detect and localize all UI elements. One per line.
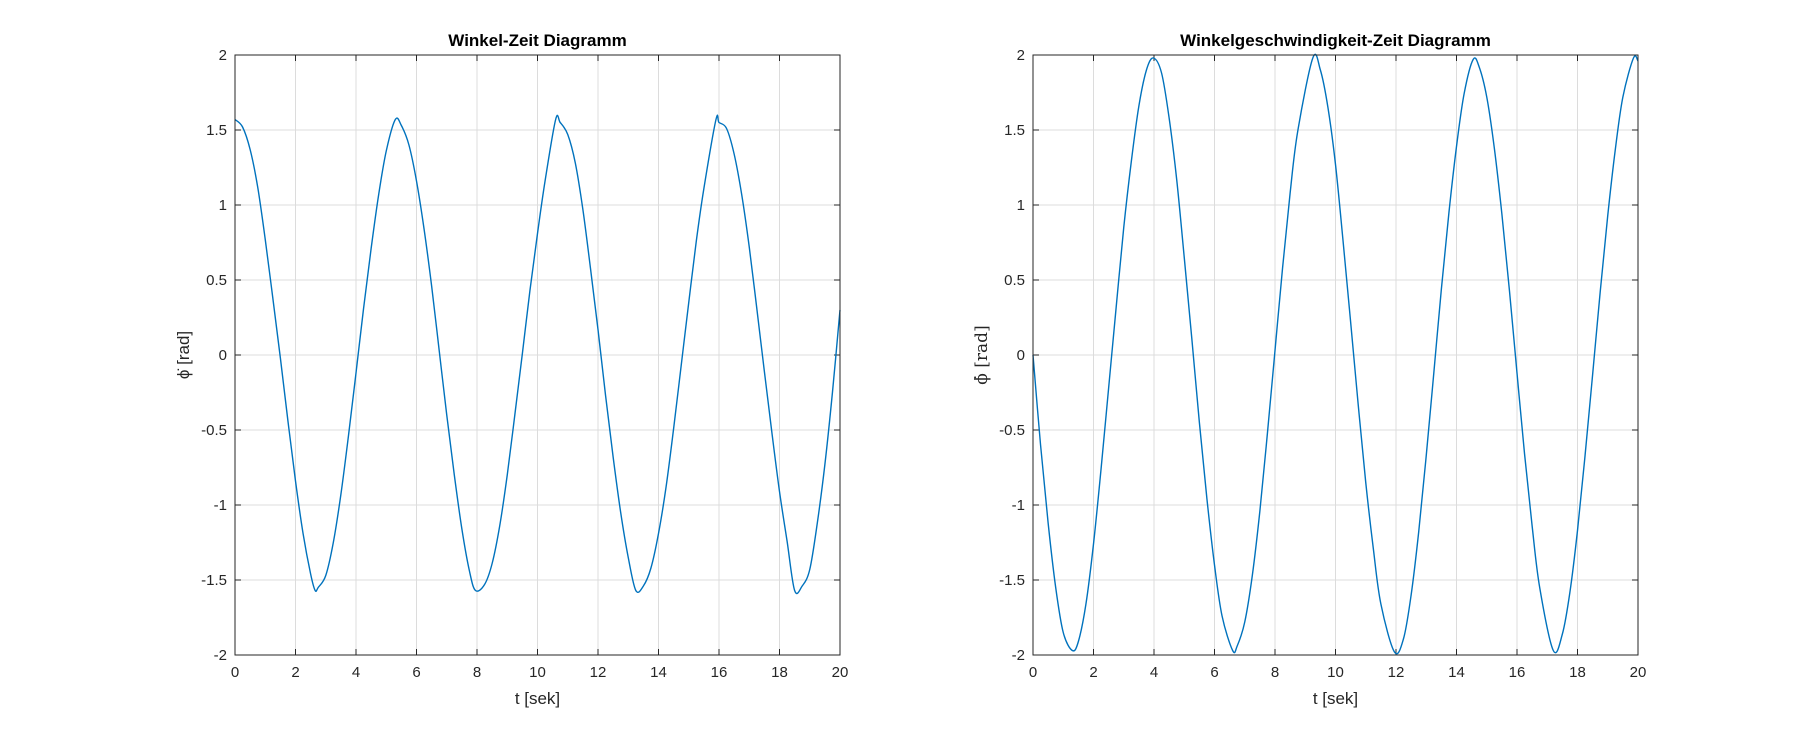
x-tick-label: 14 — [650, 664, 667, 681]
y-tick-label: 1.5 — [206, 122, 227, 139]
chart-title: Winkelgeschwindigkeit-Zeit Diagramm — [1180, 31, 1491, 50]
y-axis-label: ϕ̇ [rad] — [174, 331, 193, 379]
x-tick-label: 14 — [1448, 664, 1465, 681]
x-tick-label: 20 — [1630, 664, 1647, 681]
y-tick-label: -1 — [1012, 497, 1025, 514]
x-tick-label: 12 — [1388, 664, 1405, 681]
y-tick-label: -2 — [1012, 647, 1025, 664]
x-axis-label: t [sek] — [515, 689, 560, 708]
x-tick-label: 16 — [1509, 664, 1526, 681]
y-tick-label: -1.5 — [201, 572, 227, 589]
x-tick-label: 12 — [590, 664, 607, 681]
y-tick-label: 1.5 — [1004, 122, 1025, 139]
y-ticks: -2 -1.5 -1 -0.5 0 0.5 1 1.5 2 — [201, 47, 840, 664]
y-tick-label: -2 — [214, 647, 227, 664]
x-tick-label: 0 — [231, 664, 239, 681]
y-tick-label: 0.5 — [1004, 272, 1025, 289]
axes-box — [234, 54, 841, 656]
y-tick-label: -0.5 — [999, 422, 1025, 439]
y-tick-label: 2 — [219, 47, 227, 64]
y-tick-label: -0.5 — [201, 422, 227, 439]
y-tick-label: -1.5 — [999, 572, 1025, 589]
x-tick-label: 0 — [1029, 664, 1037, 681]
angle-series-line — [234, 114, 841, 595]
x-tick-label: 6 — [1210, 664, 1218, 681]
y-tick-label: 1 — [1017, 197, 1025, 214]
x-tick-label: 16 — [711, 664, 728, 681]
x-tick-label: 2 — [291, 664, 299, 681]
y-tick-label: -1 — [214, 497, 227, 514]
y-tick-label: 0 — [219, 347, 227, 364]
x-tick-label: 4 — [352, 664, 360, 681]
x-ticks: 0 2 4 6 8 10 12 14 16 18 20 — [1029, 55, 1647, 681]
y-axis-label: ϕ̇ [rad] — [972, 325, 992, 384]
x-axis-label: t [sek] — [1313, 689, 1358, 708]
x-tick-label: 8 — [1271, 664, 1279, 681]
x-tick-label: 2 — [1089, 664, 1097, 681]
angular-velocity-series-line — [1032, 53, 1639, 655]
y-tick-label: 1 — [219, 197, 227, 214]
y-tick-label: 0 — [1017, 347, 1025, 364]
x-tick-label: 4 — [1150, 664, 1158, 681]
x-tick-label: 20 — [832, 664, 849, 681]
y-tick-label: 2 — [1017, 47, 1025, 64]
x-tick-label: 6 — [412, 664, 420, 681]
y-tick-label: 0.5 — [206, 272, 227, 289]
chart-title: Winkel-Zeit Diagramm — [448, 31, 626, 50]
subplot-angular-velocity: 0 2 4 6 8 10 12 14 16 18 20 -2-1.5-1-0.500.511.52 … — [972, 31, 1646, 708]
axes-box — [1032, 54, 1639, 656]
subplot-angle: 0 2 4 6 8 10 12 14 16 18 20 -2-1.5-1-0.500.511.52 … — [174, 31, 848, 708]
x-tick-label: 10 — [529, 664, 546, 681]
x-tick-label: 18 — [1569, 664, 1586, 681]
x-tick-label: 8 — [473, 664, 481, 681]
x-tick-label: 18 — [771, 664, 788, 681]
x-ticks: 0 2 4 6 8 10 12 14 16 18 20 — [231, 55, 849, 681]
x-tick-label: 10 — [1327, 664, 1344, 681]
